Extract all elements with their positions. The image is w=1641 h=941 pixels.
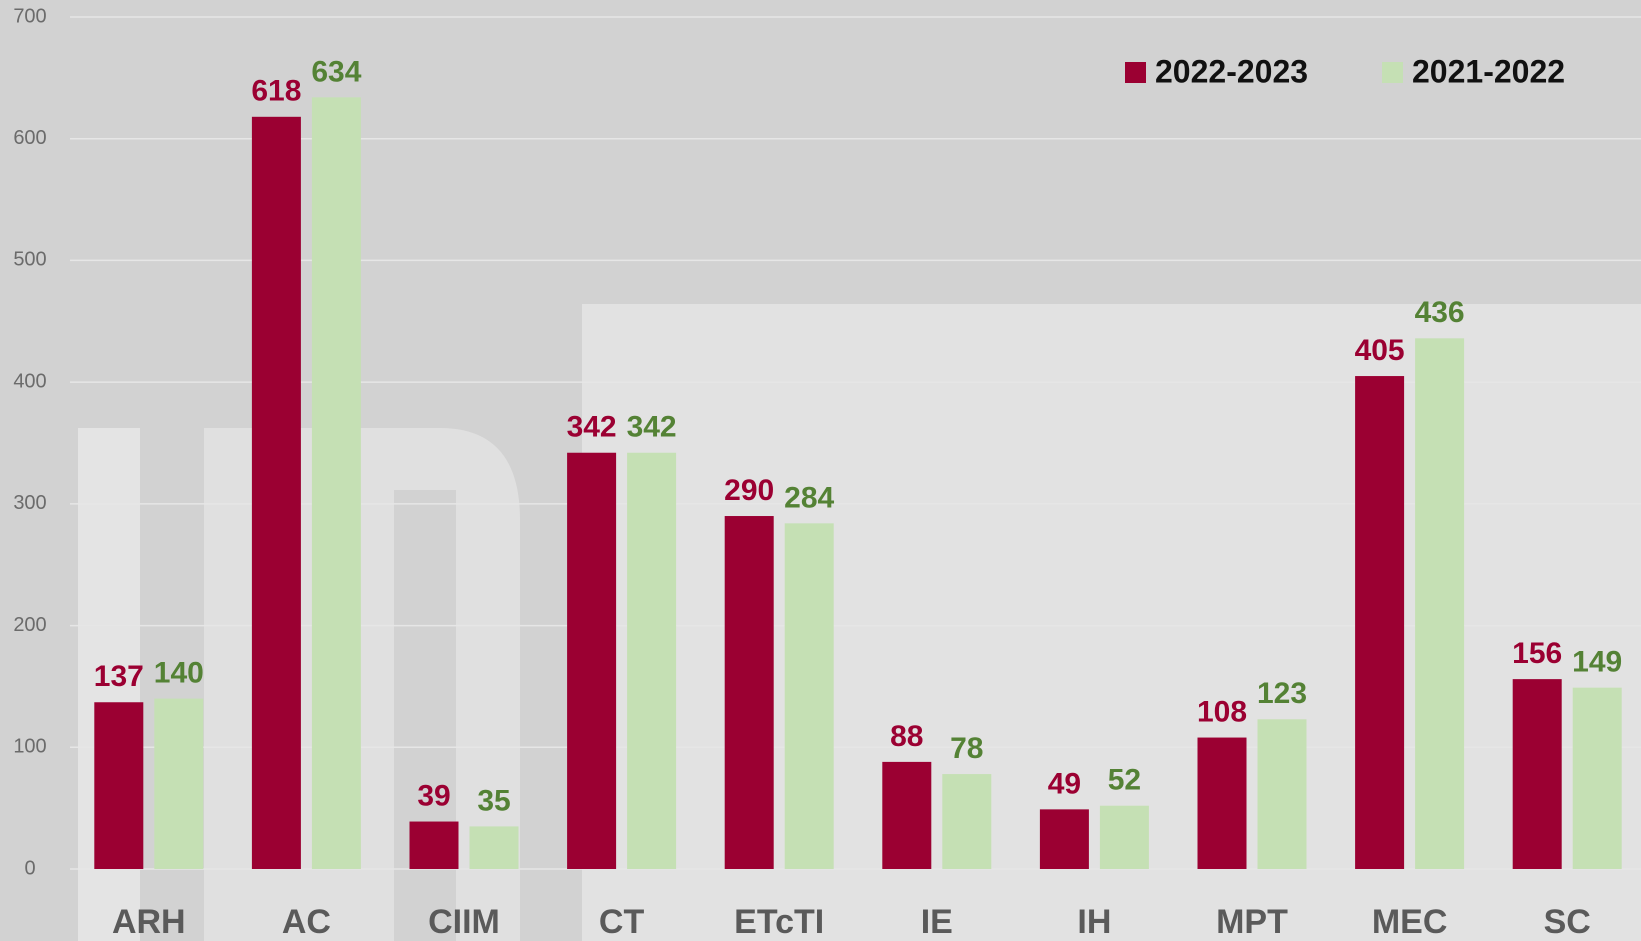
data-label: 49: [1048, 767, 1081, 800]
data-label: 634: [311, 55, 361, 88]
legend-label: 2021-2022: [1412, 53, 1565, 89]
bar: [1197, 737, 1247, 869]
bar: [251, 116, 301, 869]
data-label: 123: [1257, 677, 1307, 710]
y-tick-label: 400: [13, 370, 46, 392]
y-tick-label: 700: [13, 5, 46, 27]
bar: [1257, 719, 1307, 869]
data-label: 35: [477, 784, 510, 817]
bar: [311, 97, 361, 870]
x-tick-label: CT: [599, 903, 645, 941]
x-tick-label: IH: [1077, 903, 1111, 941]
x-tick-label: IE: [921, 903, 953, 941]
x-tick-label: ARH: [112, 903, 186, 941]
bar: [1039, 809, 1089, 869]
bar: [1355, 376, 1405, 869]
bar: [469, 826, 519, 869]
data-label: 436: [1415, 296, 1465, 329]
data-label: 405: [1355, 334, 1405, 367]
data-label: 290: [724, 474, 774, 507]
data-label: 137: [94, 660, 144, 693]
data-label: 156: [1512, 637, 1562, 670]
data-label: 284: [784, 481, 834, 514]
data-label: 88: [890, 720, 923, 753]
legend-swatch: [1125, 62, 1146, 83]
y-tick-label: 500: [13, 249, 46, 271]
y-tick-label: 200: [13, 614, 46, 636]
x-tick-label: MPT: [1216, 903, 1288, 941]
bar: [1512, 679, 1562, 869]
bar: [94, 702, 144, 869]
x-tick-label: MEC: [1372, 903, 1448, 941]
data-label: 39: [417, 779, 450, 812]
x-tick-label: ETcTI: [734, 903, 824, 941]
bar: [567, 452, 617, 869]
data-label: 149: [1572, 646, 1622, 679]
x-tick-label: SC: [1544, 903, 1591, 941]
bar: [882, 761, 932, 869]
x-tick-label: CIIM: [428, 903, 500, 941]
data-label: 342: [627, 411, 677, 444]
data-label: 78: [950, 732, 983, 765]
bar: [627, 452, 677, 869]
x-tick-label: AC: [282, 903, 331, 941]
bar: [409, 821, 459, 869]
legend-swatch: [1382, 62, 1403, 83]
y-tick-label: 100: [13, 736, 46, 758]
data-label: 52: [1108, 764, 1141, 797]
y-tick-label: 0: [24, 857, 35, 879]
bar: [1099, 805, 1149, 869]
data-label: 108: [1197, 695, 1247, 728]
data-label: 618: [251, 75, 301, 108]
legend-label: 2022-2023: [1155, 53, 1308, 89]
bar: [724, 516, 774, 869]
bar: [942, 774, 992, 869]
bar: [1572, 687, 1622, 869]
y-tick-label: 600: [13, 127, 46, 149]
data-label: 140: [154, 657, 204, 690]
data-label: 342: [567, 411, 617, 444]
bar: [1415, 338, 1465, 870]
y-tick-label: 300: [13, 492, 46, 514]
bar: [154, 698, 204, 869]
bar: [784, 523, 834, 869]
